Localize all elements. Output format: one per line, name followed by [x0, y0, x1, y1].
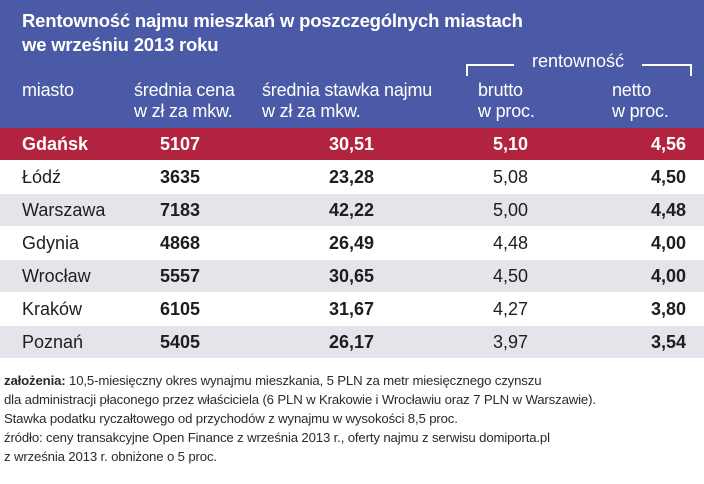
column-header-city: miasto [22, 80, 74, 100]
title-line-2: we wrześniu 2013 roku [22, 34, 219, 55]
cell-brutto: 4,48 [492, 233, 528, 253]
cell-netto: 4,48 [650, 200, 686, 220]
cell-price: 5107 [160, 134, 201, 154]
cell-rent: 30,65 [328, 266, 374, 286]
footnote-line-1: założenia: 10,5-miesięczny okres wynajmu… [4, 371, 700, 390]
cell-rent: 26,49 [328, 233, 374, 253]
cell-city: Łódź [22, 167, 62, 187]
title-line-1: Rentowność najmu mieszkań w poszczególny… [22, 10, 523, 31]
cell-price: 7183 [160, 200, 201, 220]
cell-netto: 4,00 [650, 266, 686, 286]
cell-price: 5557 [160, 266, 201, 286]
table-row: Gdańsk 5107 30,51 5,10 4,56 [0, 128, 704, 161]
table-row: Wrocław 5557 30,65 4,50 4,00 [0, 260, 704, 293]
footnote-line-4: źródło: ceny transakcyjne Open Finance z… [4, 430, 550, 445]
column-header-brutto-line2: w proc. [478, 101, 535, 121]
footnotes: założenia: 10,5-miesięczny okres wynajmu… [0, 365, 704, 484]
table-row: Poznań 5405 26,17 3,97 3,54 [0, 326, 704, 359]
table-body: Gdańsk 5107 30,51 5,10 4,56 Łódź 3635 23,28 5,08… [0, 128, 704, 359]
cell-brutto: 4,50 [492, 266, 528, 286]
column-header-price: średnia cena w zł za mkw. [134, 80, 235, 122]
cell-price: 3635 [160, 167, 201, 187]
column-header-rent-line1: średnia stawka najmu [262, 80, 433, 100]
table-row: Gdynia 4868 26,49 4,48 4,00 [0, 227, 704, 260]
column-header-netto: netto w proc. [612, 80, 669, 122]
cell-rent: 31,67 [328, 299, 374, 319]
table-row: Kraków 6105 31,67 4,27 3,80 [0, 293, 704, 326]
column-header-rent: średnia stawka najmu w zł za mkw. [262, 80, 432, 122]
cell-netto: 4,50 [650, 167, 686, 187]
cell-brutto: 3,97 [492, 332, 528, 352]
column-header-brutto-line1: brutto [478, 80, 523, 100]
cell-price: 6105 [160, 299, 201, 319]
column-header-price-line2: w zł za mkw. [134, 101, 233, 121]
column-header-brutto: brutto w proc. [478, 80, 535, 122]
assumptions-label: założenia: [4, 373, 66, 388]
cell-brutto: 5,08 [492, 167, 528, 187]
column-header-netto-line2: w proc. [612, 101, 669, 121]
cell-city: Wrocław [22, 266, 91, 286]
footnote-line-2: dla administracji płaconego przez właści… [4, 392, 596, 407]
cell-rent: 42,22 [328, 200, 374, 220]
cell-price: 5405 [160, 332, 201, 352]
table-header: Rentowność najmu mieszkań w poszczególny… [0, 0, 704, 128]
cell-city: Poznań [22, 332, 84, 352]
cell-city: Gdańsk [22, 134, 89, 154]
column-header-netto-line1: netto [612, 80, 652, 100]
cell-rent: 23,28 [328, 167, 374, 187]
footnote-line-3: Stawka podatku ryczałtowego od przychodó… [4, 411, 458, 426]
cell-netto: 4,56 [650, 134, 686, 154]
cell-netto: 3,54 [650, 332, 686, 352]
cell-netto: 3,80 [650, 299, 686, 319]
cell-brutto: 5,00 [492, 200, 528, 220]
cell-brutto: 5,10 [492, 134, 528, 154]
table-row: Warszawa 7183 42,22 5,00 4,48 [0, 194, 704, 227]
rentownosc-group-label: rentowność [514, 49, 642, 73]
cell-price: 4868 [160, 233, 201, 253]
cell-city: Gdynia [22, 233, 80, 253]
cell-rent: 26,17 [328, 332, 374, 352]
assumptions-text: 10,5-miesięczny okres wynajmu mieszkania… [65, 373, 542, 388]
footnote-line-5: z września 2013 r. obniżone o 5 proc. [4, 449, 217, 464]
cell-brutto: 4,27 [492, 299, 528, 319]
column-header-rent-line2: w zł za mkw. [262, 101, 361, 121]
cell-netto: 4,00 [650, 233, 686, 253]
cell-city: Kraków [22, 299, 83, 319]
column-header-price-line1: średnia cena [134, 80, 235, 100]
table-row: Łódź 3635 23,28 5,08 4,50 [0, 161, 704, 194]
chart-title: Rentowność najmu mieszkań w poszczególny… [22, 9, 582, 57]
cell-rent: 30,51 [328, 134, 374, 154]
cell-city: Warszawa [22, 200, 106, 220]
